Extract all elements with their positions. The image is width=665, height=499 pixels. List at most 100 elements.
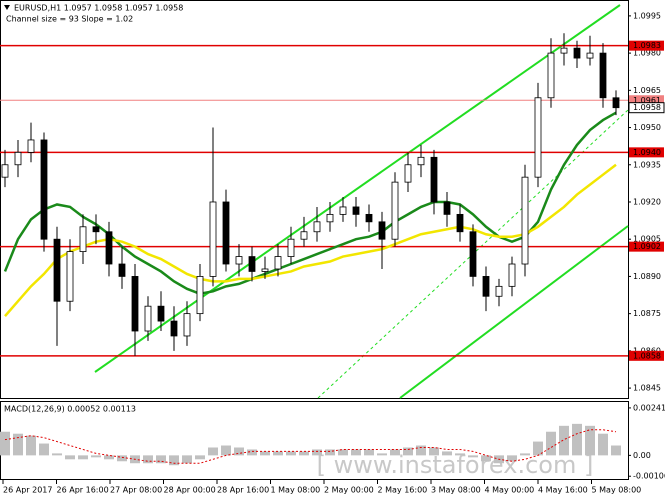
candle-body: [1, 164, 9, 178]
candle-body: [417, 156, 425, 166]
candle-body: [469, 231, 477, 277]
macd-bar: [208, 447, 218, 456]
macd-bar: [325, 449, 335, 456]
candle-body: [339, 206, 347, 215]
candle-body: [92, 226, 100, 233]
macd-bar: [247, 449, 257, 456]
macd-bar: [416, 445, 426, 456]
level-label: 1.0983: [633, 41, 661, 50]
macd-bar: [598, 433, 608, 456]
macd-bar: [143, 455, 153, 464]
macd-bar: [182, 455, 192, 464]
candle-body: [352, 206, 360, 215]
price-panel: [0, 0, 629, 399]
candle-body: [105, 231, 113, 265]
candle-body: [14, 151, 22, 166]
macd-bar: [13, 433, 23, 456]
candle-body: [53, 238, 61, 302]
macd-bar: [338, 449, 348, 456]
macd-bar: [39, 443, 49, 456]
candle-body: [248, 256, 256, 272]
candle-body: [430, 156, 438, 203]
candle-body: [66, 251, 74, 302]
current-price-label: 1.0958: [633, 103, 661, 112]
macd-bar: [351, 449, 361, 456]
candle-body: [365, 213, 373, 223]
candle-body: [209, 201, 217, 277]
candle-body: [157, 305, 165, 322]
x-tick-label: 3 May 08:00: [431, 486, 481, 495]
macd-bar: [611, 445, 621, 456]
macd-bar: [533, 441, 543, 456]
macd-bar: [221, 445, 231, 456]
level-label-box: [629, 147, 664, 158]
macd-bar: [429, 447, 439, 456]
candle-body: [560, 47, 568, 54]
macd-bar: [273, 451, 283, 456]
macd-bar: [572, 423, 582, 456]
x-tick-label: 1 May 08:00: [271, 486, 321, 495]
y-tick-label: 1.0980: [633, 49, 661, 58]
macd-bar: [403, 447, 413, 456]
candle-body: [378, 221, 386, 240]
macd-bar: [234, 447, 244, 456]
x-tick-label: 27 Apr 08:00: [110, 486, 162, 495]
y-tick-label: 1.0950: [633, 123, 661, 132]
candle-body: [443, 201, 451, 215]
x-tick-label: 26 Apr 2017: [3, 486, 52, 495]
candle-body: [183, 313, 191, 337]
candle-body: [482, 276, 490, 297]
x-tick-label: 2 May 16:00: [378, 486, 428, 495]
candle-body: [586, 52, 594, 59]
macd-bar: [52, 453, 62, 456]
y-tick-label: 1.0905: [633, 235, 661, 244]
macd-bar: [65, 455, 75, 460]
macd-bar: [312, 449, 322, 456]
y-tick-label: 1.0935: [633, 160, 661, 169]
x-tick-label: 5 May 08:00: [592, 486, 642, 495]
macd-bar: [468, 455, 478, 458]
candle-body: [573, 47, 581, 59]
watermark: [ www.instaforex.com ]: [317, 451, 594, 479]
macd-bar: [26, 435, 36, 456]
candle-body: [131, 276, 139, 332]
macd-tick-label: 0.00241: [633, 403, 665, 412]
candle-body: [391, 181, 399, 240]
candle-body: [300, 231, 308, 240]
candle-body: [40, 139, 48, 240]
candle-body: [170, 320, 178, 337]
macd-bar: [559, 425, 569, 456]
channel-upper: [94, 4, 621, 373]
macd-bar: [195, 455, 205, 460]
current-price-box: [628, 102, 665, 114]
candle-body: [508, 263, 516, 287]
macd-bar: [585, 425, 595, 456]
candle-body: [521, 176, 529, 265]
macd-bar: [546, 431, 556, 456]
macd-bar: [507, 455, 517, 462]
macd-bar: [156, 455, 166, 464]
candle-body: [235, 256, 243, 265]
candle-body: [313, 221, 321, 233]
level-label-box: [629, 350, 664, 361]
macd-bar: [442, 451, 452, 456]
candle-body: [144, 305, 152, 332]
candle-body: [495, 285, 503, 297]
level-label: 1.0858: [633, 351, 661, 360]
level-label: 1.0902: [633, 242, 661, 251]
macd-bar: [260, 451, 270, 456]
macd-bar: [481, 455, 491, 462]
macd-bar: [390, 449, 400, 456]
chart-subtitle: Channel size = 93 Slope = 1.02: [6, 15, 133, 24]
macd-bar: [520, 453, 530, 456]
macd-title: MACD(12,26,9) 0.00052 0.00113: [4, 405, 136, 414]
level-label-box: [629, 241, 664, 252]
candle-body: [261, 268, 269, 272]
macd-bar: [364, 449, 374, 456]
y-tick-label: 1.0890: [633, 272, 661, 281]
x-tick-label: 4 May 00:00: [485, 486, 535, 495]
level-label-box: [629, 40, 664, 51]
candle-body: [326, 213, 334, 223]
candle-body: [196, 276, 204, 315]
x-tick-label: 2 May 00:00: [324, 486, 374, 495]
